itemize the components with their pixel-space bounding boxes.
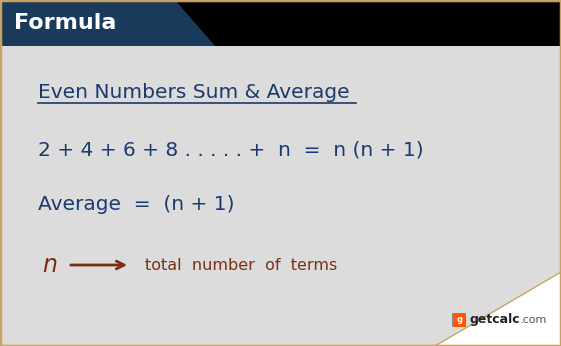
Polygon shape bbox=[435, 272, 561, 346]
Text: Average  =  (n + 1): Average = (n + 1) bbox=[38, 195, 234, 215]
Text: g: g bbox=[457, 316, 463, 325]
Text: .com: .com bbox=[520, 315, 548, 325]
Text: total  number  of  terms: total number of terms bbox=[145, 257, 337, 273]
Bar bbox=[454, 313, 466, 327]
Text: 2 + 4 + 6 + 8 . . . . . +  n  =  n (n + 1): 2 + 4 + 6 + 8 . . . . . + n = n (n + 1) bbox=[38, 140, 424, 160]
Bar bbox=[452, 313, 466, 327]
Text: Even Numbers Sum & Average: Even Numbers Sum & Average bbox=[38, 83, 350, 102]
Bar bbox=[0, 46, 561, 346]
Text: Formula: Formula bbox=[14, 13, 116, 33]
Text: n: n bbox=[42, 253, 57, 277]
Text: getcalc: getcalc bbox=[470, 313, 521, 327]
Polygon shape bbox=[0, 0, 215, 46]
